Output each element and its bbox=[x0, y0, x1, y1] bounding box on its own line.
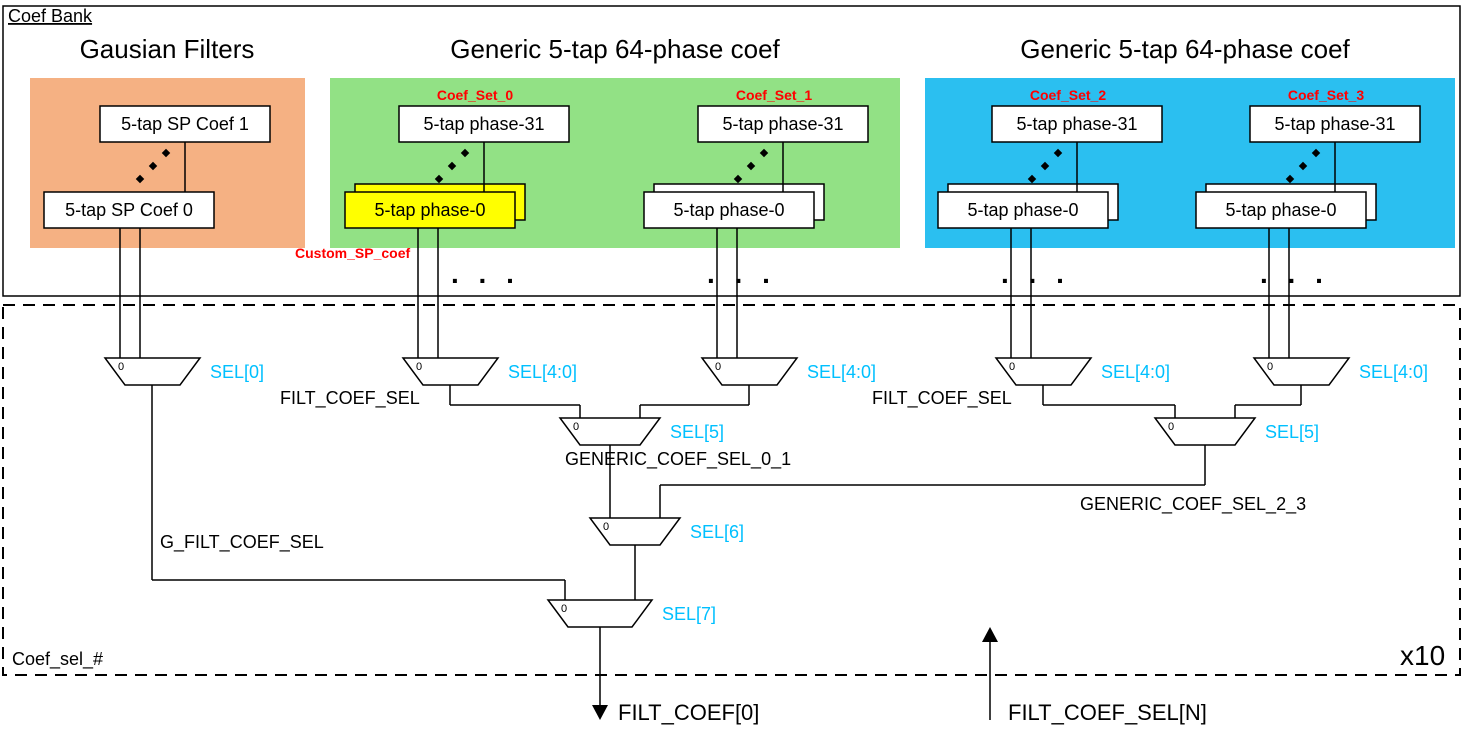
sel40-1-label: SEL[4:0] bbox=[807, 362, 876, 382]
set0-phase31-label: 5-tap phase-31 bbox=[423, 114, 544, 134]
filt-coef-sel-2: FILT_COEF_SEL bbox=[872, 388, 1012, 409]
ellipsis-icon: . . . bbox=[1260, 258, 1329, 289]
sel7-label: SEL[7] bbox=[662, 604, 716, 624]
filt-coef-sel-0: FILT_COEF_SEL bbox=[280, 388, 420, 409]
generic-23-label: GENERIC_COEF_SEL_2_3 bbox=[1080, 494, 1306, 515]
sel40-0-label: SEL[4:0] bbox=[508, 362, 577, 382]
coef-set-0-label: Coef_Set_0 bbox=[437, 87, 513, 103]
sp-coef-0-label: 5-tap SP Coef 0 bbox=[65, 200, 193, 220]
gaussian-title: Gausian Filters bbox=[80, 34, 255, 64]
coef-set-1-label: Coef_Set_1 bbox=[736, 87, 812, 103]
sp-coef-1-label: 5-tap SP Coef 1 bbox=[121, 114, 249, 134]
mux-zero-label: 0 bbox=[416, 361, 422, 373]
coef-set-3-label: Coef_Set_3 bbox=[1288, 87, 1364, 103]
sel40-3-label: SEL[4:0] bbox=[1359, 362, 1428, 382]
set2-phase31-label: 5-tap phase-31 bbox=[1016, 114, 1137, 134]
custom-sp-label: Custom_SP_coef bbox=[295, 245, 410, 261]
coef-bank-label: Coef Bank bbox=[8, 6, 93, 26]
arrow-up-icon bbox=[982, 627, 998, 642]
set1-phase0-label: 5-tap phase-0 bbox=[673, 200, 784, 220]
g-filt-label: G_FILT_COEF_SEL bbox=[160, 532, 324, 553]
mux-zero-label: 0 bbox=[561, 603, 567, 615]
ellipsis-icon: . . . bbox=[451, 258, 520, 289]
sel0-label: SEL[0] bbox=[210, 362, 264, 382]
mux-zero-label: 0 bbox=[573, 421, 579, 433]
coef-bank-diagram: Coef Bank Gausian Filters 5-tap SP Coef … bbox=[0, 0, 1463, 731]
sel5-right-label: SEL[5] bbox=[1265, 422, 1319, 442]
mux-zero-label: 0 bbox=[603, 521, 609, 533]
set2-phase0-label: 5-tap phase-0 bbox=[967, 200, 1078, 220]
generic-01-label: GENERIC_COEF_SEL_0_1 bbox=[565, 449, 791, 470]
coef-set-2-label: Coef_Set_2 bbox=[1030, 87, 1106, 103]
set3-phase31-label: 5-tap phase-31 bbox=[1274, 114, 1395, 134]
sel5-left-label: SEL[5] bbox=[670, 422, 724, 442]
mux-zero-label: 0 bbox=[1168, 421, 1174, 433]
set1-phase31-label: 5-tap phase-31 bbox=[722, 114, 843, 134]
coef-sel-n-label: Coef_sel_# bbox=[12, 649, 103, 670]
generic-title-2: Generic 5-tap 64-phase coef bbox=[1020, 34, 1350, 64]
filt-coef-0-label: FILT_COEF[0] bbox=[618, 700, 759, 725]
mux-zero-label: 0 bbox=[118, 361, 124, 373]
set3-phase0-label: 5-tap phase-0 bbox=[1225, 200, 1336, 220]
sel6-label: SEL[6] bbox=[690, 522, 744, 542]
mux-zero-label: 0 bbox=[1267, 361, 1273, 373]
set0-phase0-label: 5-tap phase-0 bbox=[374, 200, 485, 220]
sel40-2-label: SEL[4:0] bbox=[1101, 362, 1170, 382]
x10-label: x10 bbox=[1400, 640, 1445, 671]
arrow-down-icon bbox=[592, 705, 608, 720]
filt-coef-sel-n-label: FILT_COEF_SEL[N] bbox=[1008, 700, 1207, 725]
mux-zero-label: 0 bbox=[1009, 361, 1015, 373]
mux-zero-label: 0 bbox=[715, 361, 721, 373]
generic-title-1: Generic 5-tap 64-phase coef bbox=[450, 34, 780, 64]
